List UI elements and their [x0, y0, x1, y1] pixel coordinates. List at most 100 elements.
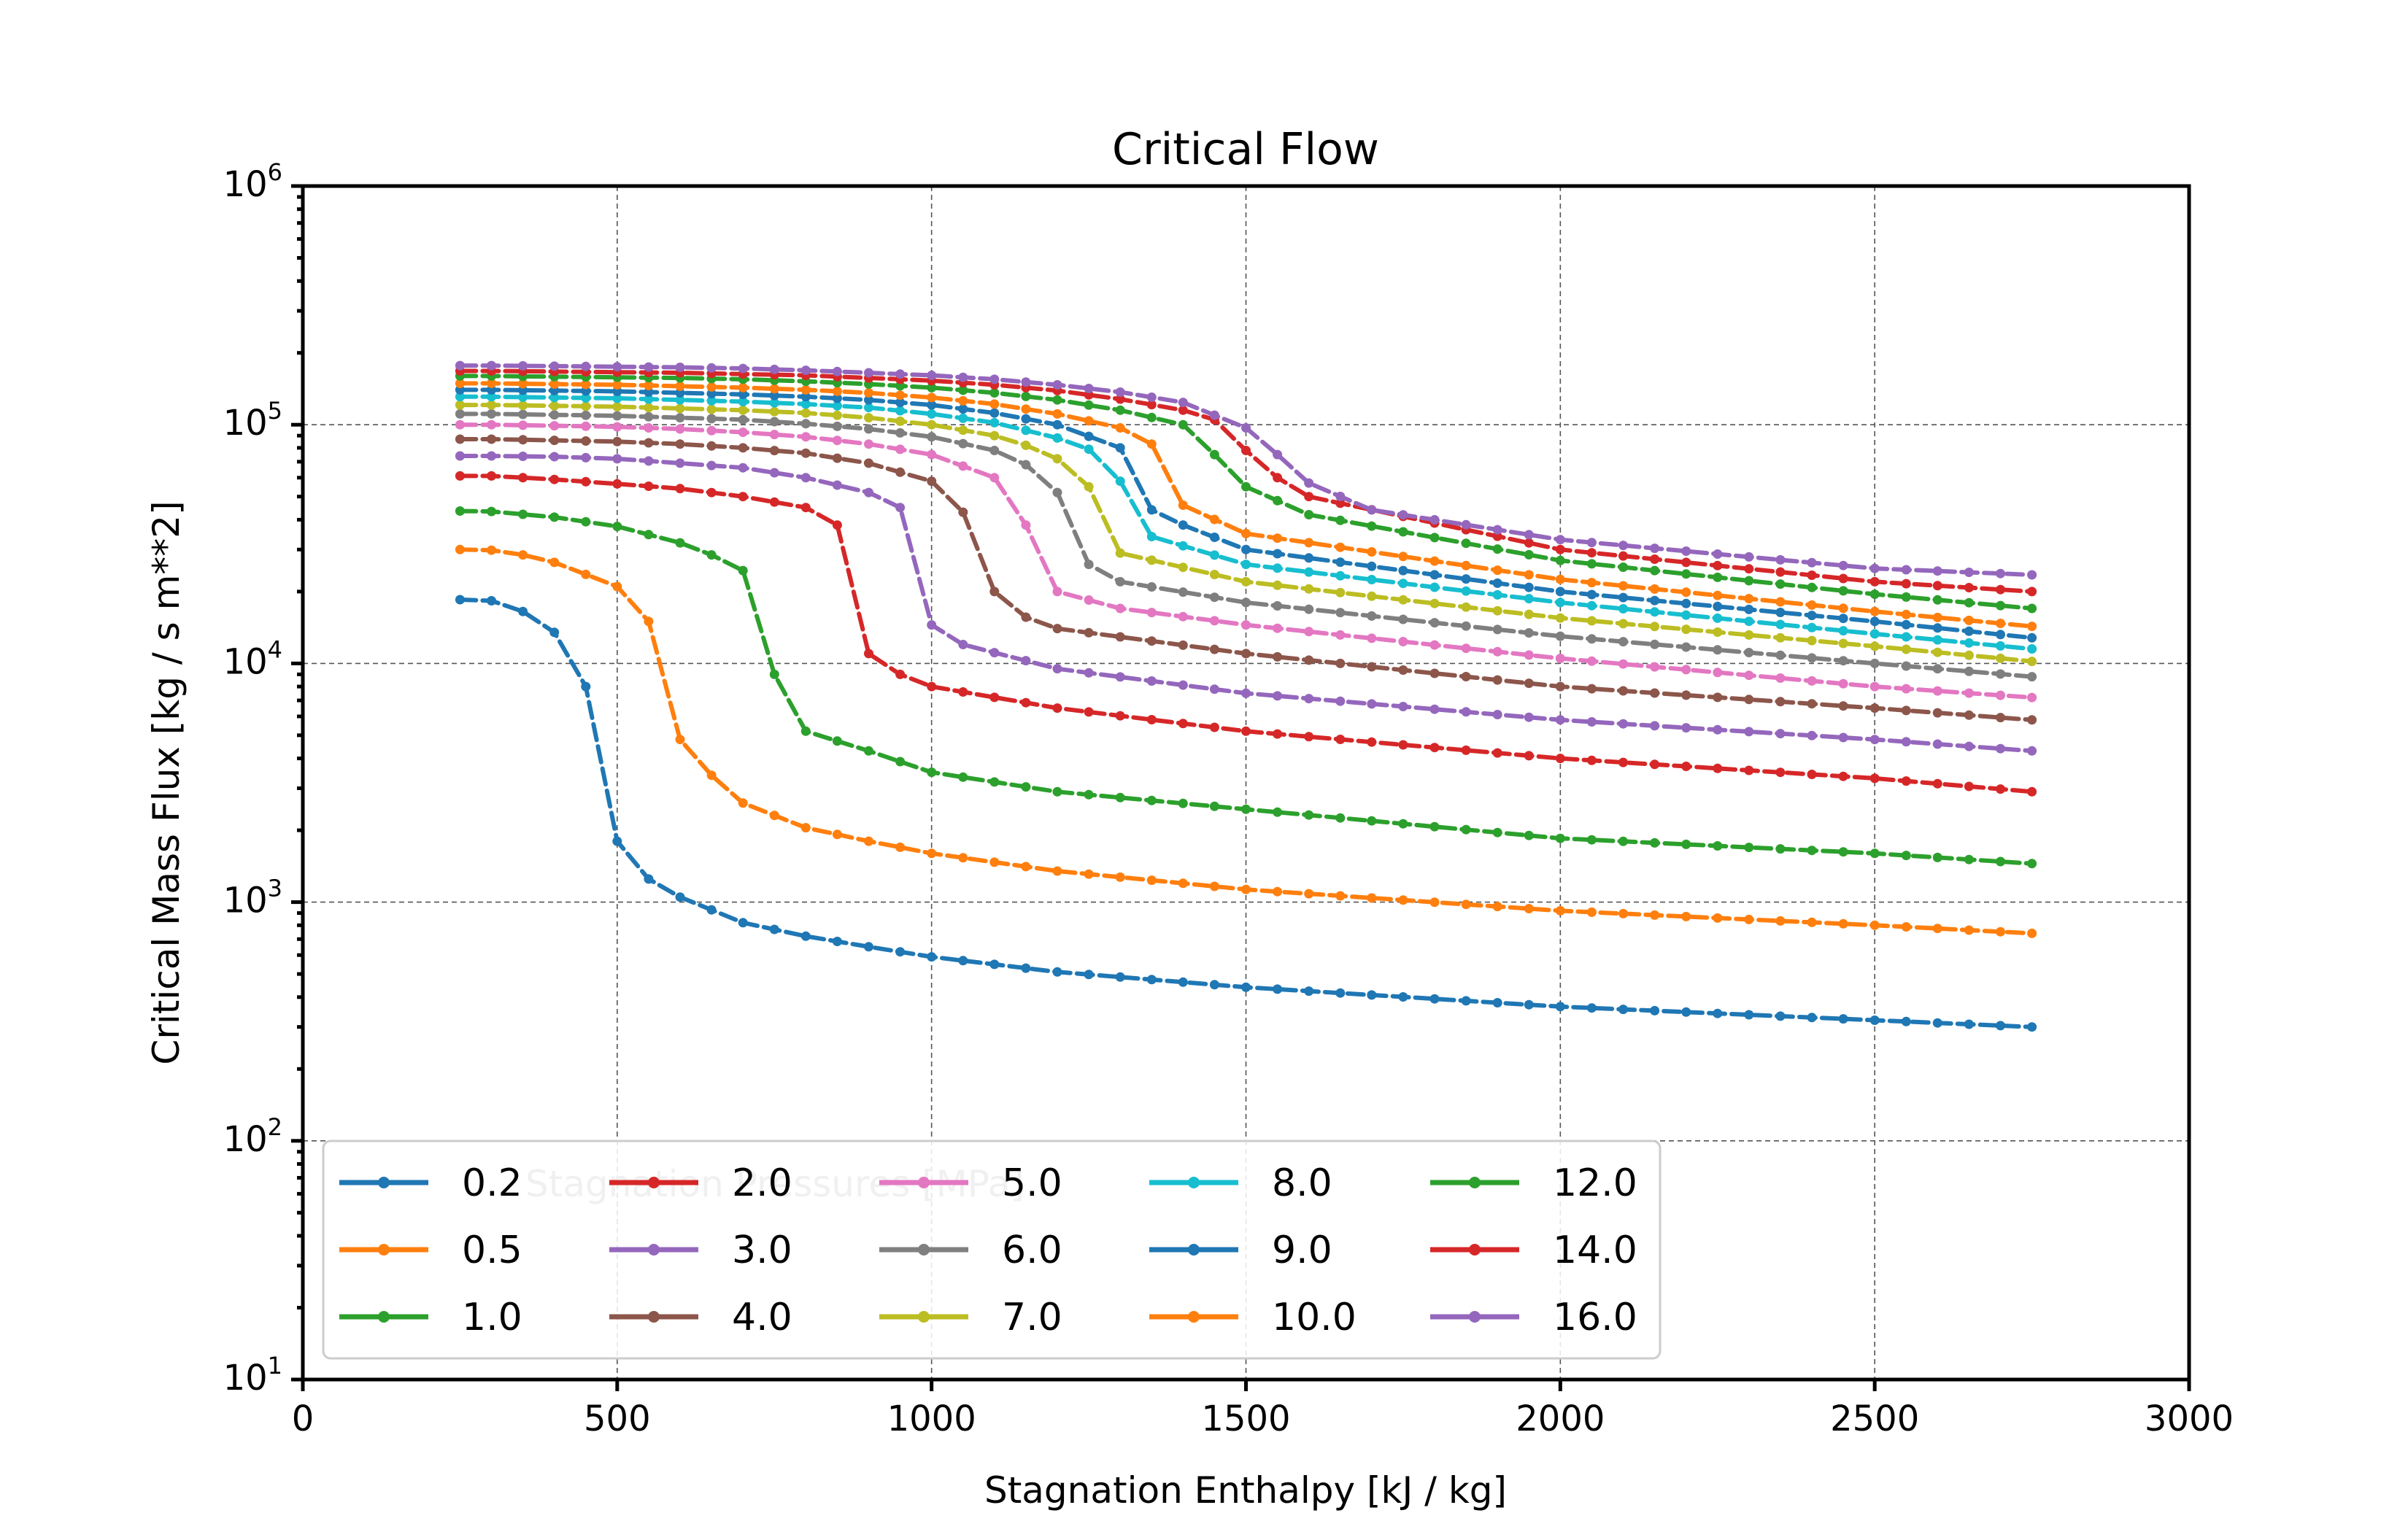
data-point: [1524, 594, 1534, 604]
data-point: [1555, 905, 1565, 916]
data-point: [455, 360, 465, 371]
data-point: [1115, 423, 1125, 433]
data-point: [706, 382, 717, 392]
data-point: [612, 380, 622, 390]
data-point: [769, 390, 779, 401]
data-point: [1555, 544, 1565, 554]
data-point: [769, 417, 779, 427]
data-point: [1996, 619, 2005, 628]
data-point: [1901, 705, 1911, 716]
data-point: [1744, 765, 1754, 775]
data-point: [1021, 520, 1031, 530]
data-point: [612, 581, 622, 592]
data-point: [1021, 782, 1031, 792]
data-point: [1869, 703, 1880, 713]
data-point: [1932, 664, 1942, 674]
data-point: [1807, 622, 1817, 632]
data-point: [1869, 658, 1880, 668]
data-point: [1052, 703, 1062, 713]
data-point: [1273, 651, 1283, 662]
data-point: [1932, 635, 1942, 645]
data-point: [1429, 668, 1440, 678]
data-point: [1429, 515, 1440, 525]
data-point: [1492, 606, 1502, 616]
data-point: [1492, 998, 1502, 1007]
data-point: [989, 959, 1000, 970]
data-point: [1209, 410, 1219, 420]
data-point: [1146, 676, 1157, 686]
y-tick-base: 10: [223, 1119, 268, 1160]
data-point: [832, 366, 842, 376]
data-point: [1869, 589, 1880, 599]
data-point: [1084, 707, 1094, 717]
data-point: [1681, 624, 1691, 635]
data-point: [1398, 740, 1408, 750]
data-point: [581, 476, 591, 487]
data-point: [1241, 620, 1251, 630]
data-point: [1650, 595, 1660, 606]
data-point: [1996, 600, 2005, 611]
data-point: [1398, 702, 1408, 711]
data-point: [989, 473, 1000, 483]
data-point: [1681, 723, 1691, 733]
data-point: [1146, 608, 1157, 618]
data-point: [1241, 528, 1251, 538]
data-point: [581, 452, 591, 463]
data-point: [1178, 419, 1188, 430]
data-point: [1807, 1013, 1817, 1023]
data-point: [1775, 767, 1786, 778]
data-point: [549, 452, 560, 462]
data-point: [1524, 751, 1534, 761]
data-point: [518, 401, 528, 411]
data-point: [1996, 784, 2005, 794]
data-point: [1335, 608, 1346, 618]
data-point: [1241, 688, 1251, 698]
data-point: [1555, 833, 1565, 843]
data-point: [518, 392, 528, 402]
data-point: [2027, 715, 2037, 725]
data-point: [1115, 394, 1125, 404]
legend-label: 5.0: [1002, 1161, 1062, 1205]
data-point: [1052, 395, 1062, 405]
data-point: [1209, 801, 1219, 811]
data-point: [706, 905, 717, 915]
data-point: [1178, 500, 1188, 510]
data-point: [1869, 681, 1880, 692]
legend-box: [322, 1140, 1662, 1360]
data-point: [1838, 560, 1848, 570]
data-point: [706, 395, 717, 406]
data-point: [927, 419, 937, 430]
data-point: [455, 419, 465, 430]
data-point: [706, 441, 717, 451]
data-point: [1555, 535, 1565, 545]
data-point: [958, 425, 968, 436]
data-point: [1586, 548, 1597, 558]
data-point: [800, 823, 811, 833]
data-point: [769, 811, 779, 821]
data-point: [1178, 977, 1188, 987]
data-point: [1807, 699, 1817, 709]
data-point: [832, 401, 842, 411]
data-point: [1524, 830, 1534, 840]
data-point: [1052, 409, 1062, 419]
data-point: [738, 565, 748, 576]
legend-swatch-marker: [378, 1244, 390, 1256]
data-point: [1650, 688, 1660, 698]
data-point: [864, 746, 873, 756]
x-axis-label: Stagnation Enthalpy [kJ / kg]: [984, 1469, 1507, 1512]
data-point: [1932, 739, 1942, 749]
data-point: [2027, 859, 2037, 869]
data-point: [1492, 525, 1502, 535]
data-point: [1429, 821, 1440, 832]
data-point: [487, 545, 496, 555]
data-point: [1932, 778, 1942, 789]
series-0.5: [455, 544, 2037, 938]
data-point: [706, 550, 717, 560]
data-point: [832, 520, 842, 530]
data-point: [1524, 549, 1534, 560]
data-point: [1713, 913, 1723, 923]
legend-entry-5.0: 5.0: [879, 1161, 1062, 1205]
data-point: [1335, 630, 1346, 640]
y-tick-base: 10: [223, 403, 268, 444]
